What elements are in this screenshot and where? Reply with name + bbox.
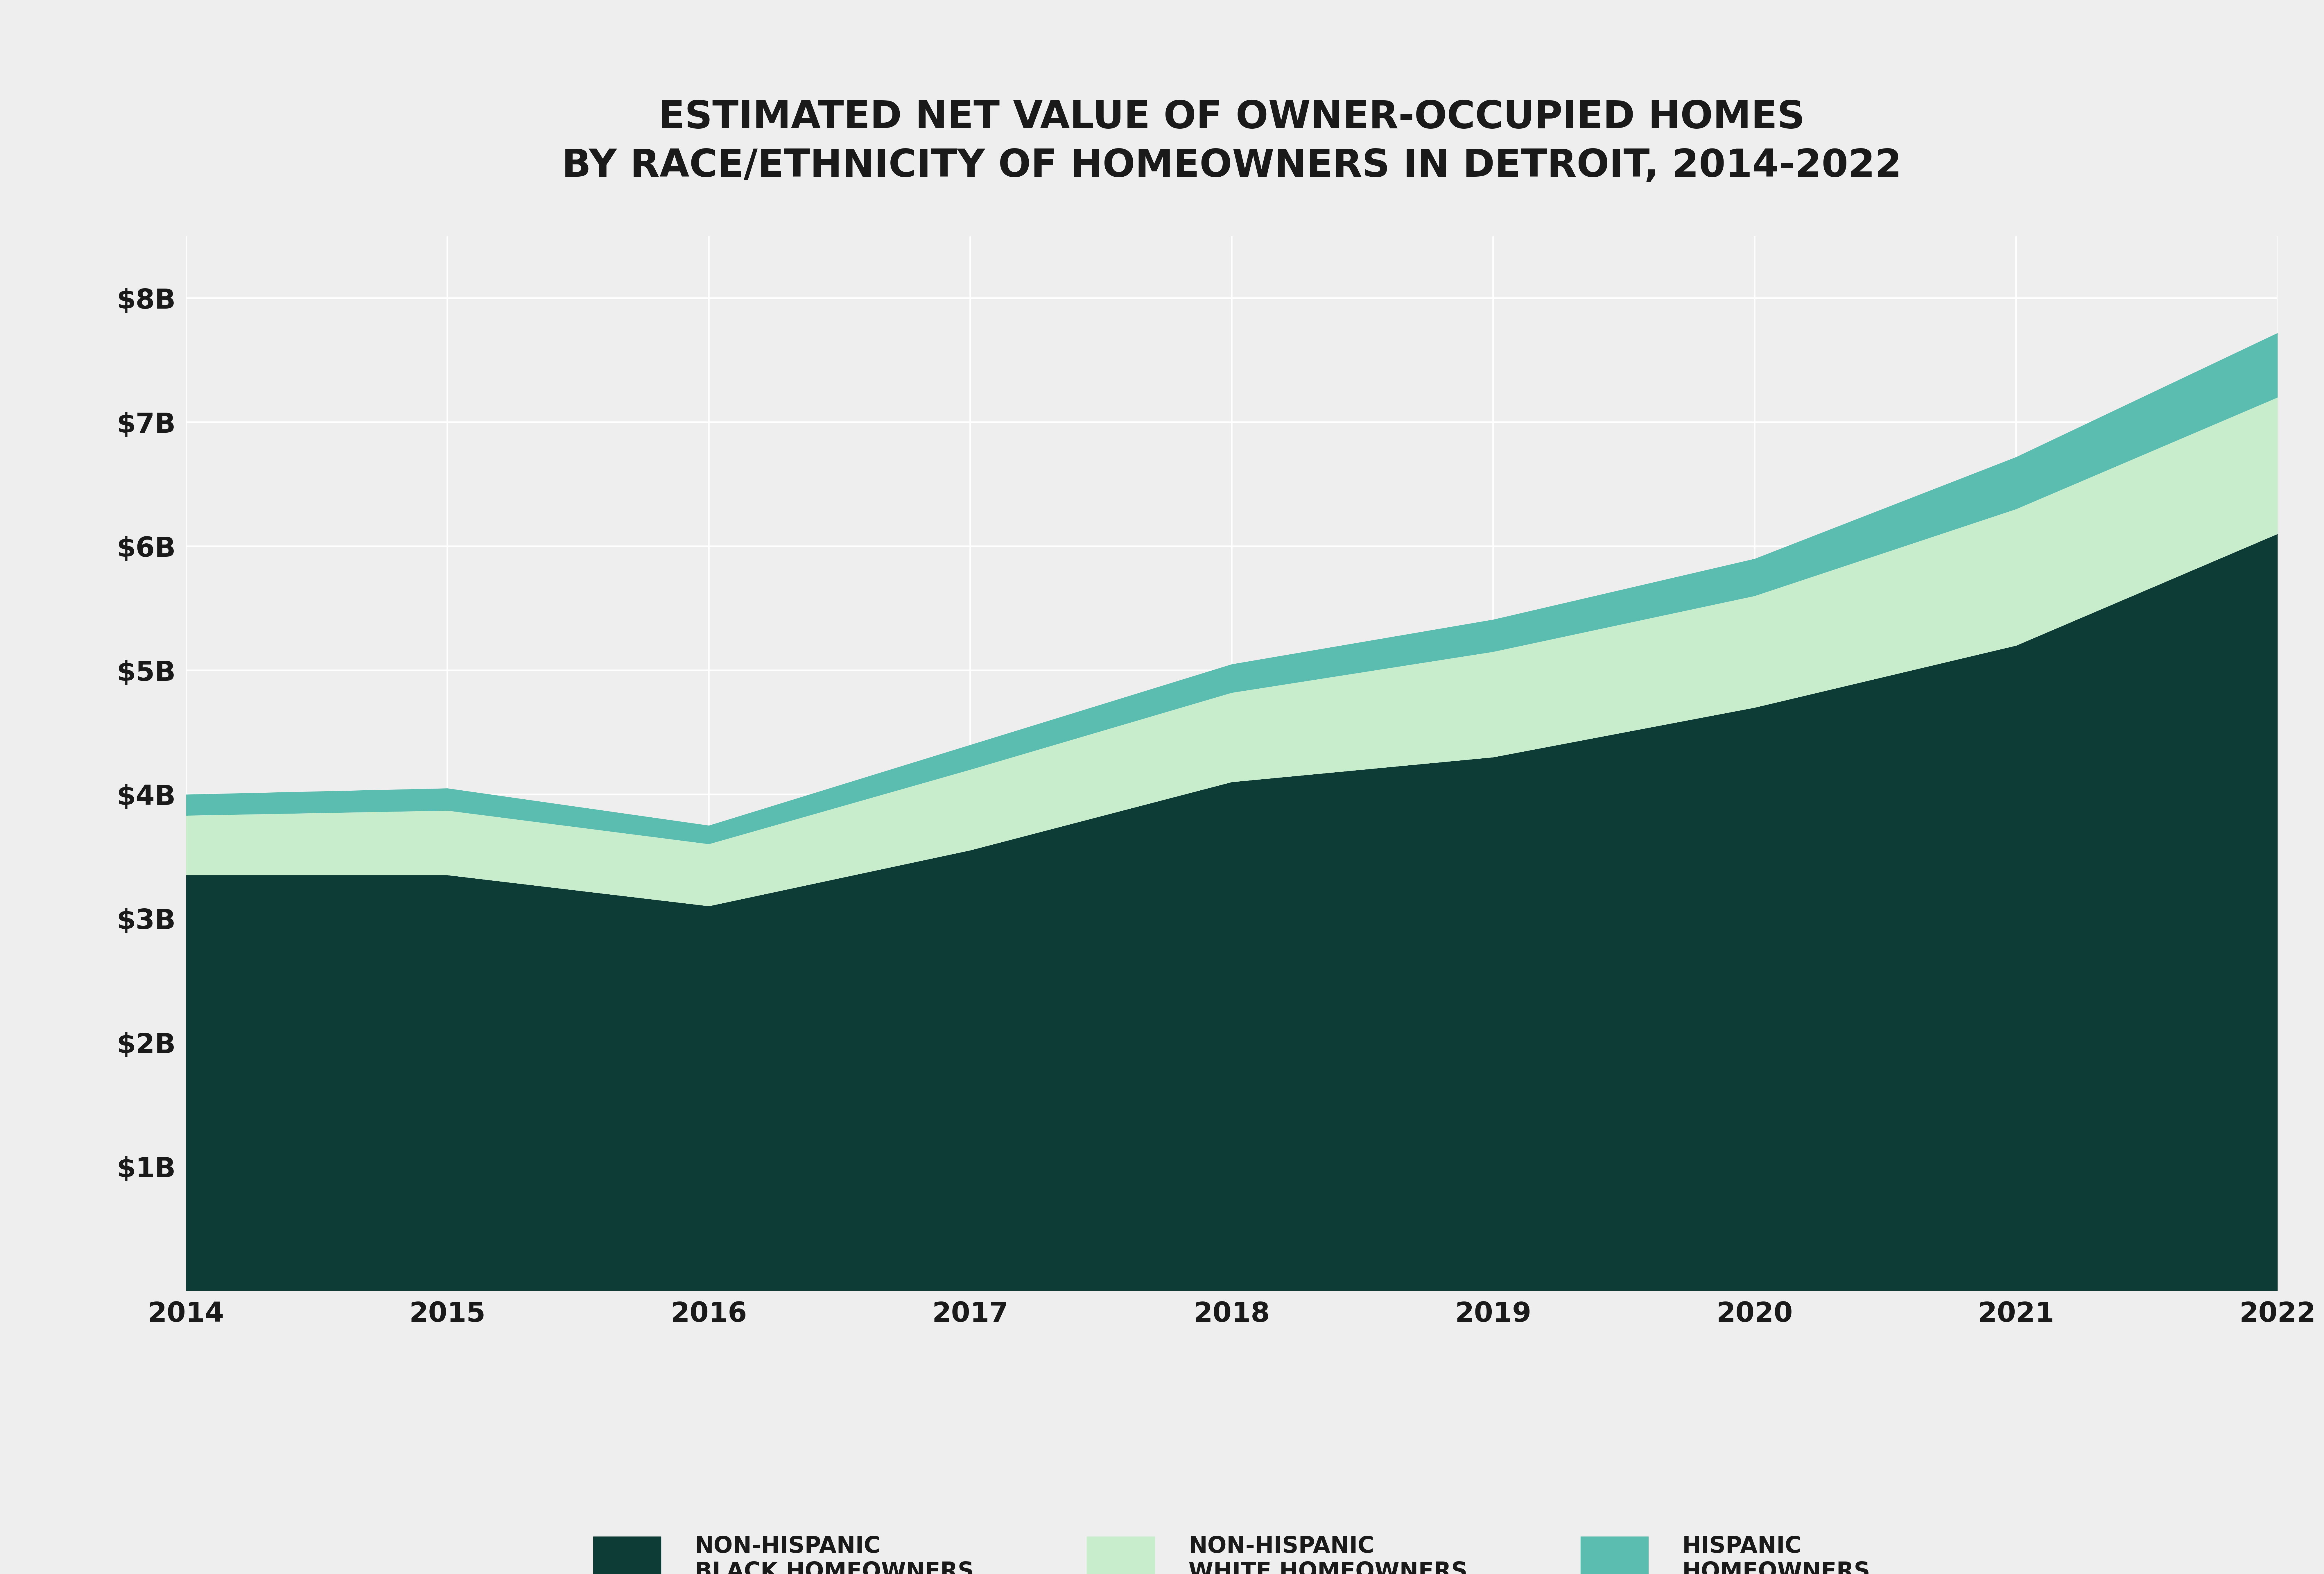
Legend: NON-HISPANIC
BLACK HOMEOWNERS, NON-HISPANIC
WHITE HOMEOWNERS, HISPANIC
HOMEOWNER: NON-HISPANIC BLACK HOMEOWNERS, NON-HISPA… (569, 1513, 1894, 1574)
Text: ESTIMATED NET VALUE OF OWNER-OCCUPIED HOMES
BY RACE/ETHNICITY OF HOMEOWNERS IN D: ESTIMATED NET VALUE OF OWNER-OCCUPIED HO… (562, 99, 1901, 184)
